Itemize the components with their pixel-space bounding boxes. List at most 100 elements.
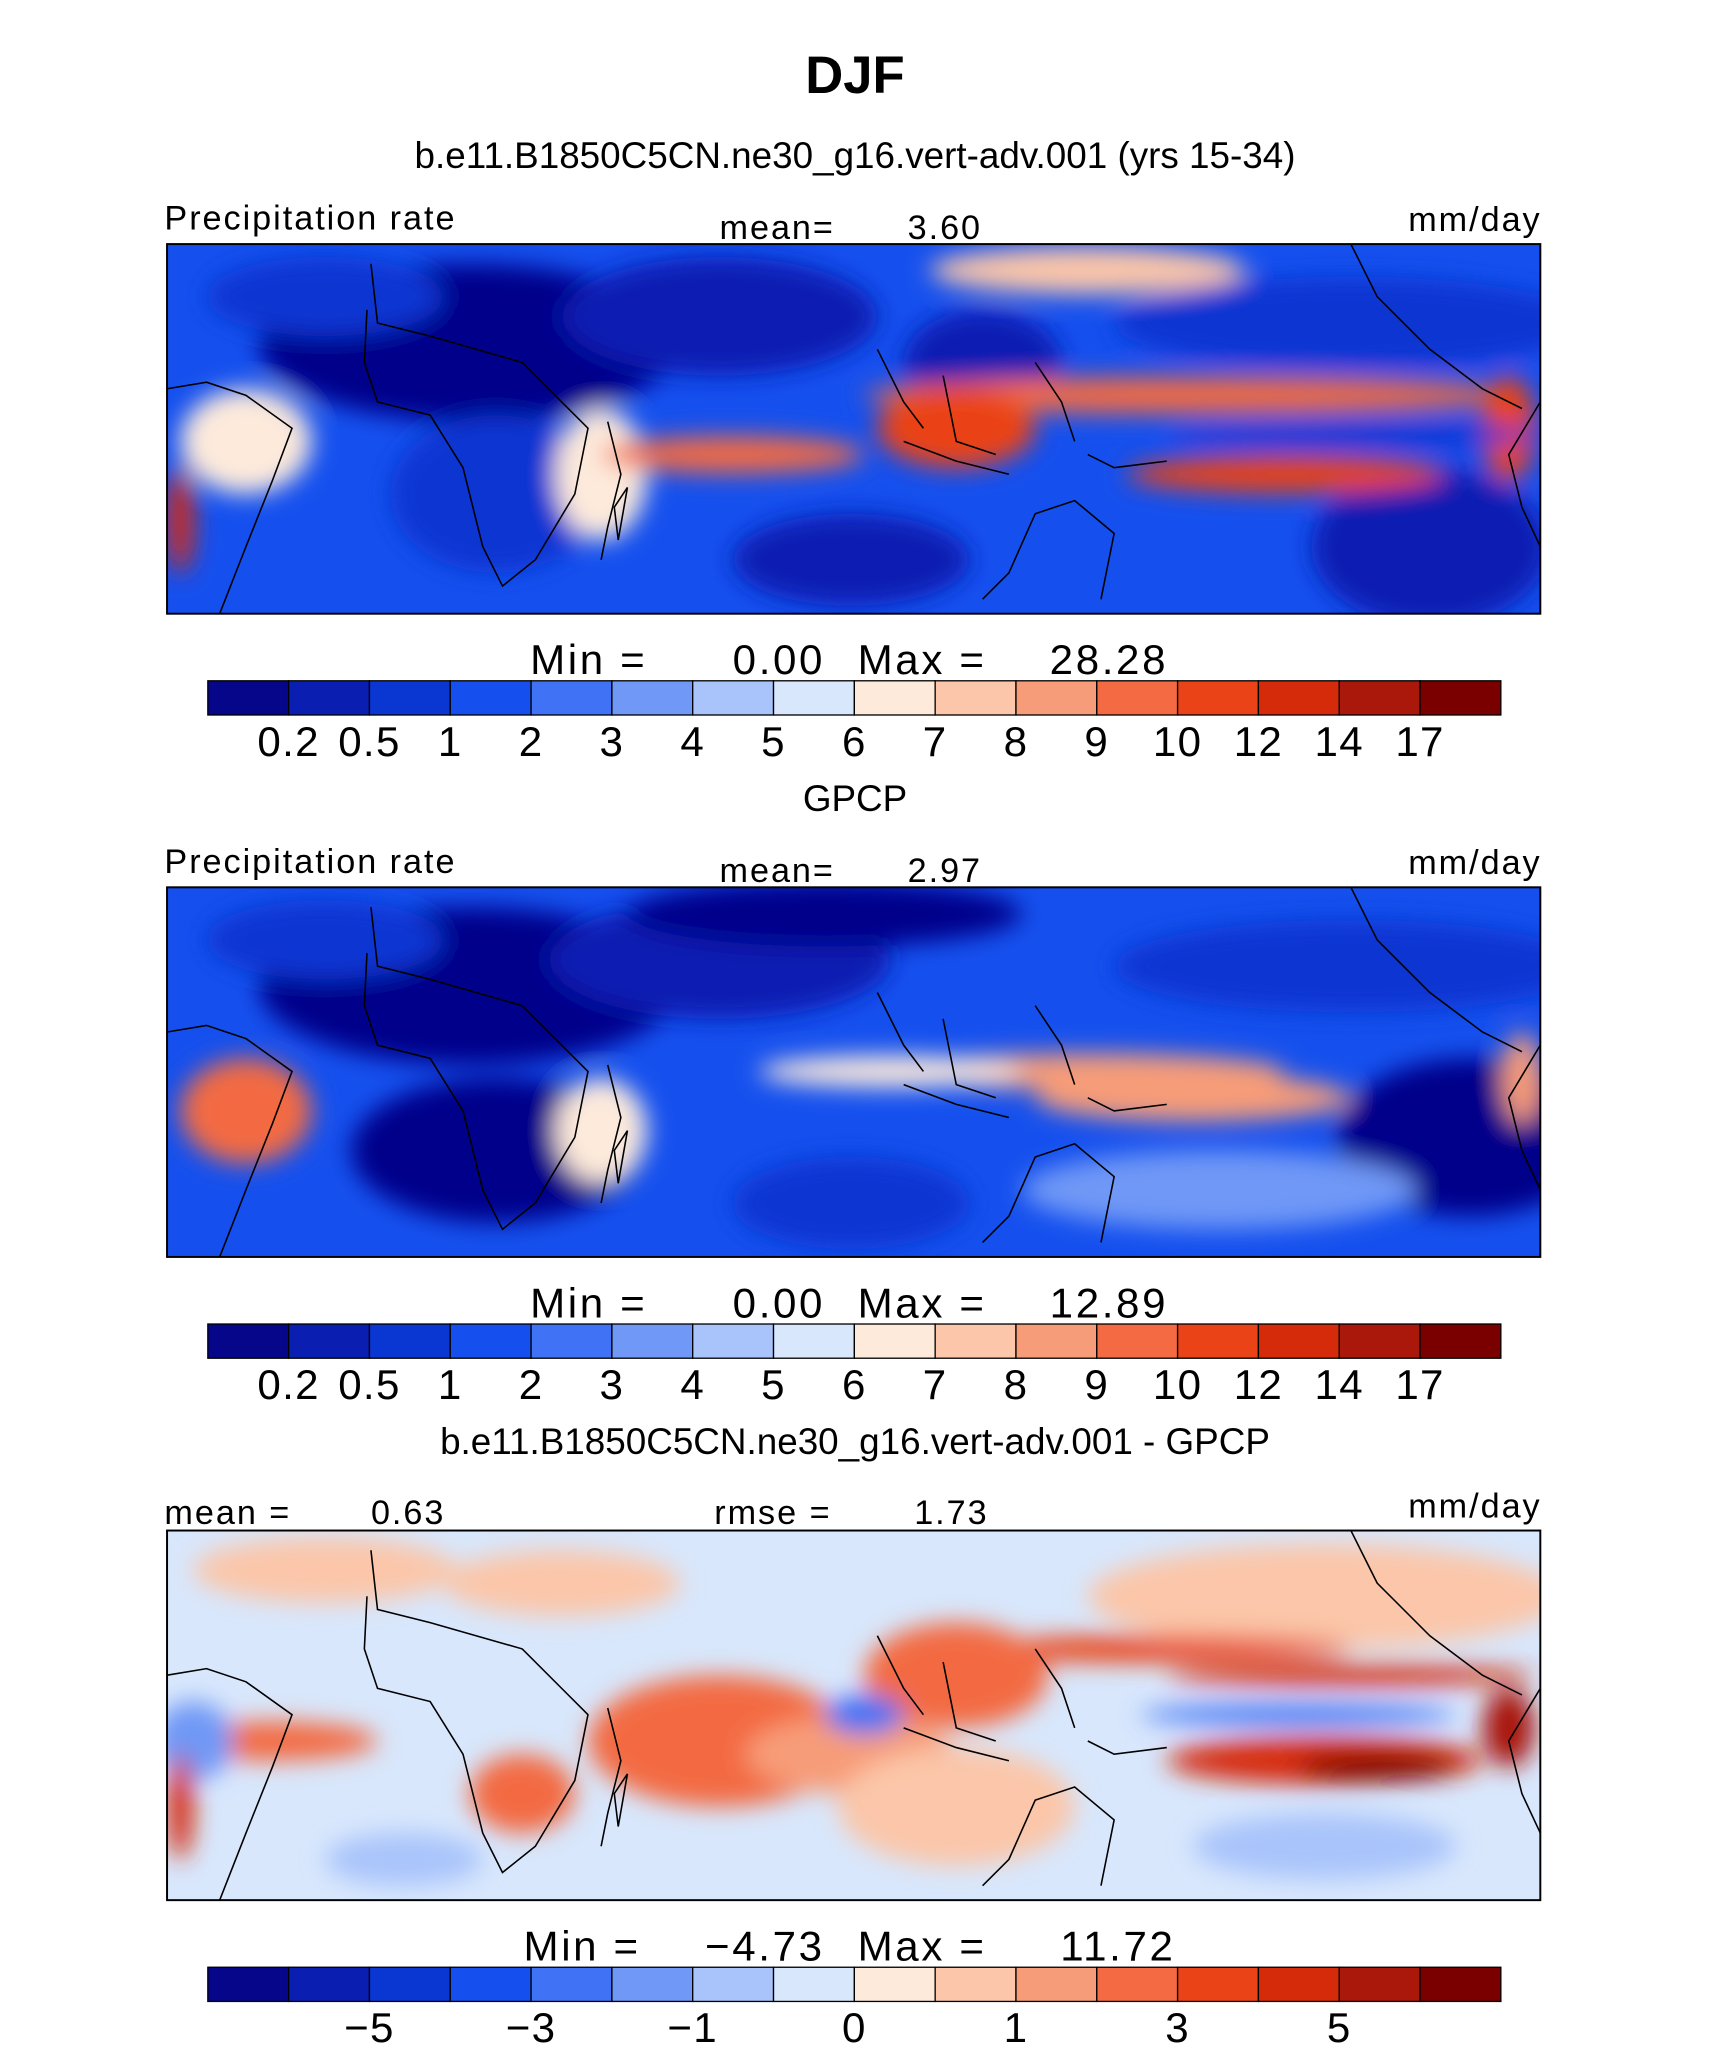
coastline (167, 381, 293, 614)
colorbar-label: 4 (680, 718, 705, 765)
stat-label: mean= (720, 209, 835, 247)
colorbar-box (934, 1966, 1017, 2003)
colorbar-label: 0 (842, 2004, 867, 2051)
colorbar-label: −1 (667, 2004, 718, 2051)
colorbar-box (853, 1323, 936, 1359)
colorbar-label: 0.2 (257, 1361, 319, 1408)
colorbar-box (1096, 1323, 1179, 1359)
colorbar-box (287, 1323, 371, 1359)
left-label: Precipitation rate (164, 200, 456, 238)
coastline (363, 906, 589, 1231)
colorbar-box (1257, 1966, 1340, 2003)
colorbar-label: 4 (680, 1361, 705, 1408)
coastline (363, 263, 589, 588)
field-blob (1193, 1813, 1457, 1880)
min-value: 0.00 (733, 1279, 825, 1326)
field-blob (469, 1754, 575, 1834)
field-blob (390, 415, 602, 573)
coastline (1507, 1687, 1541, 1834)
map-blobs (180, 887, 1541, 1250)
colorbar-box (611, 680, 694, 716)
colorbar-box (934, 680, 1017, 716)
colorbar-box (611, 1966, 694, 2003)
colorbar-box (1419, 1323, 1502, 1359)
field-blob (1140, 1704, 1457, 1726)
coastlines (167, 1530, 1541, 1901)
colorbar-label: 1 (1004, 2004, 1029, 2051)
panel-title: GPCP (803, 778, 907, 819)
coastline (876, 348, 1076, 456)
colorbar-label: 12 (1234, 1361, 1283, 1408)
field-blob (601, 436, 865, 473)
coastline (982, 1142, 1115, 1244)
field-blob (555, 1078, 648, 1184)
coastline (167, 1024, 293, 1257)
min-value: −4.73 (705, 1923, 825, 1970)
field-blob (1022, 1150, 1417, 1230)
field-blob (324, 1833, 483, 1886)
min-label: Min = (530, 1279, 647, 1326)
field-blob (1087, 1543, 1541, 1649)
stat-value: 2.97 (908, 852, 982, 890)
colorbar-label: −3 (506, 2004, 557, 2051)
stat-value: 3.60 (908, 209, 982, 247)
field-blob (167, 1701, 233, 1781)
coastlines (167, 244, 1541, 614)
min-label: Min = (524, 1923, 641, 1970)
coastline (903, 1727, 1167, 1762)
coastline (903, 440, 1167, 476)
coastline (903, 1083, 1167, 1119)
colorbar-label: 3 (1165, 2004, 1190, 2051)
field-blob (1166, 1664, 1536, 1686)
colorbar-label: 3 (600, 718, 625, 765)
colorbar-label: 5 (1327, 2004, 1352, 2051)
colorbar-label: 10 (1153, 718, 1202, 765)
field-blob (180, 1058, 312, 1164)
colorbar-box (1096, 680, 1179, 716)
field-blob (929, 246, 1246, 295)
map-field (167, 1530, 1541, 1901)
map-blobs (167, 246, 1541, 614)
field-blob (167, 467, 194, 573)
colorbar-box (1096, 1966, 1179, 2003)
field-blob (837, 1747, 1075, 1866)
max-value: 28.28 (1050, 636, 1168, 683)
colorbar-box (449, 680, 532, 716)
colorbar-box (287, 1966, 371, 2003)
coastline (1350, 1530, 1523, 1696)
field-blob (1127, 455, 1443, 493)
left-label: Precipitation rate (164, 843, 456, 881)
colorbar-box (1419, 1966, 1502, 2003)
colorbar-box (368, 1966, 451, 2003)
colorbar-label: 3 (600, 1361, 625, 1408)
max-value: 12.89 (1050, 1279, 1168, 1326)
colorbar-label: 0.5 (338, 1361, 400, 1408)
field-blob (1502, 1032, 1541, 1125)
colorbar-label: 14 (1315, 718, 1364, 765)
field-blob (824, 1694, 904, 1735)
colorbar-label: 10 (1153, 1361, 1202, 1408)
panel-title: b.e11.B1850C5CN.ne30_g16.vert-adv.001 (y… (415, 135, 1296, 176)
colorbar-box (1338, 1966, 1421, 2003)
coastline (876, 992, 1076, 1099)
coastline (600, 1064, 622, 1204)
units: mm/day (1408, 201, 1541, 239)
colorbar-box (772, 1323, 855, 1359)
colorbar-box (934, 1323, 1017, 1359)
colorbar-label: 2 (519, 718, 544, 765)
stat-value: 1.73 (914, 1494, 988, 1532)
field-blob (193, 1537, 457, 1603)
field-blob (1035, 1074, 1351, 1122)
colorbar-box (1015, 1323, 1098, 1359)
colorbar-box (853, 680, 936, 716)
field-blob (206, 257, 444, 337)
colorbar-label: 0.2 (257, 718, 319, 765)
field-blob (206, 900, 444, 980)
colorbar-box (449, 1323, 532, 1359)
colorbar-label: 6 (842, 1361, 867, 1408)
field-blob (956, 1635, 1351, 1663)
colorbar-box (1257, 680, 1340, 716)
coastline (613, 486, 629, 541)
field-blob (1298, 1754, 1457, 1781)
